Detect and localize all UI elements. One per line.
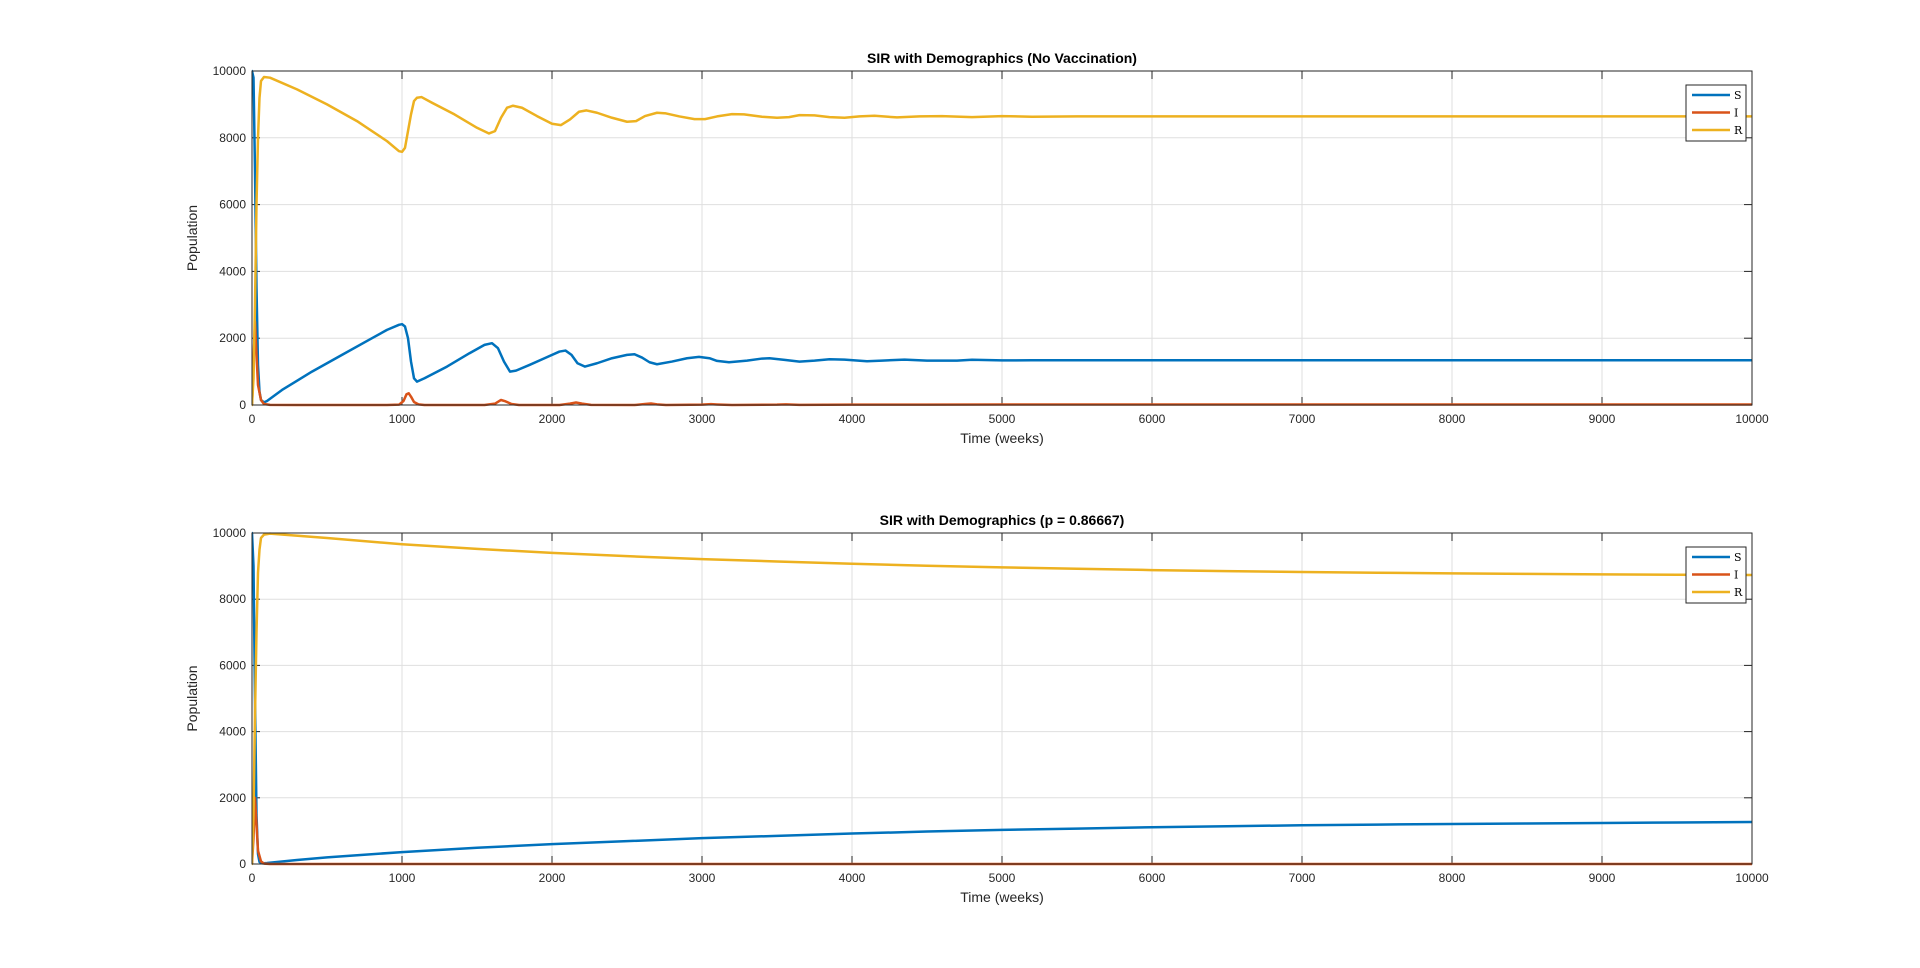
series-line-S	[252, 69, 1752, 404]
x-tick-label: 10000	[1735, 871, 1769, 885]
legend: SIR	[1685, 546, 1747, 604]
y-tick-label: 0	[239, 398, 246, 412]
y-tick-label: 4000	[219, 725, 246, 739]
x-tick-label: 2000	[539, 412, 566, 426]
legend-label-R: R	[1734, 124, 1743, 137]
x-tick-label: 9000	[1589, 412, 1616, 426]
x-tick-label: 4000	[839, 412, 866, 426]
axes-frame	[251, 70, 1753, 406]
y-axis-label: Population	[184, 665, 200, 731]
x-tick-label: 10000	[1735, 412, 1769, 426]
x-tick-label: 5000	[989, 871, 1016, 885]
x-tick-label: 4000	[839, 871, 866, 885]
x-tick-label: 5000	[989, 412, 1016, 426]
y-tick-label: 6000	[219, 198, 246, 212]
y-tick-label: 10000	[213, 526, 247, 540]
legend-label-S: S	[1734, 89, 1742, 102]
legend-label-I: I	[1734, 107, 1738, 120]
axes-frame	[251, 532, 1753, 865]
legend: SIR	[1685, 84, 1747, 142]
chart-panel-2: 0 1000 2000 3000 4000 5000 6000 7000 8000 9000 100…	[184, 512, 1769, 905]
x-tick-label: 1000	[389, 412, 416, 426]
x-tick-label: 7000	[1289, 871, 1316, 885]
legend-label-I: I	[1734, 569, 1738, 582]
series-line-R	[252, 532, 1752, 866]
y-tick-label: 2000	[219, 791, 246, 805]
x-tick-label: 9000	[1589, 871, 1616, 885]
x-tick-label: 6000	[1139, 871, 1166, 885]
chart-title: SIR with Demographics (No Vaccination)	[867, 50, 1137, 66]
x-axis-label: Time (weeks)	[960, 430, 1044, 446]
x-axis-label: Time (weeks)	[960, 889, 1044, 905]
y-tick-label: 10000	[213, 64, 247, 78]
y-tick-label: 6000	[219, 658, 246, 672]
y-tick-label: 2000	[219, 331, 246, 345]
x-tick-label: 0	[249, 871, 256, 885]
legend-label-R: R	[1734, 586, 1743, 599]
x-tick-label: 0	[249, 412, 256, 426]
x-tick-label: 8000	[1439, 412, 1466, 426]
x-tick-label: 1000	[389, 871, 416, 885]
chart-title: SIR with Demographics (p = 0.86667)	[880, 512, 1125, 528]
y-tick-label: 8000	[219, 131, 246, 145]
x-tick-label: 6000	[1139, 412, 1166, 426]
x-tick-label: 7000	[1289, 412, 1316, 426]
series-line-R	[252, 75, 1752, 407]
y-tick-label: 8000	[219, 592, 246, 606]
y-tick-label: 0	[239, 857, 246, 871]
x-tick-label: 3000	[689, 871, 716, 885]
legend-label-S: S	[1734, 551, 1742, 564]
y-axis-label: Population	[184, 205, 200, 271]
y-tick-label: 4000	[219, 264, 246, 278]
x-tick-label: 8000	[1439, 871, 1466, 885]
x-tick-label: 2000	[539, 871, 566, 885]
x-tick-label: 3000	[689, 412, 716, 426]
chart-panel-1: 0 1000 2000 3000 4000 5000 6000 7000 8000 9000 100…	[184, 50, 1769, 446]
series-line-S	[252, 531, 1752, 865]
